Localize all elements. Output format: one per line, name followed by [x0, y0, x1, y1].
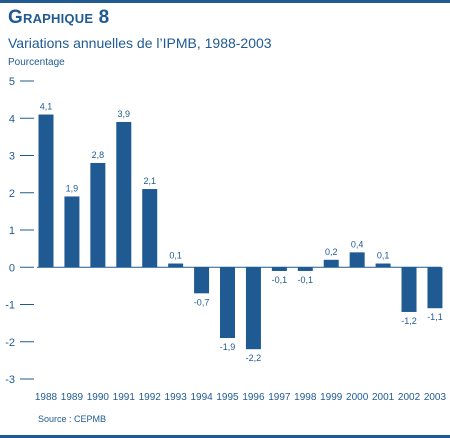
data-label: -1,9	[220, 342, 236, 352]
data-label: 0,1	[169, 251, 182, 261]
x-tick-label: 1997	[268, 392, 291, 403]
x-tick-label: 1988	[35, 392, 58, 403]
source-note: Source : CEPMB	[38, 414, 107, 424]
bar-2002	[401, 267, 417, 312]
y-tick-label: -3	[5, 374, 15, 386]
bar-1993	[168, 263, 184, 268]
data-label: -1,1	[427, 312, 443, 322]
bar-1988	[38, 114, 54, 268]
y-tick-label: 4	[9, 113, 15, 125]
bar-1994	[194, 267, 210, 294]
x-tick-label: 2003	[424, 392, 447, 403]
bar-2001	[375, 263, 391, 268]
top-rule	[0, 0, 450, 3]
bar-1989	[64, 196, 80, 268]
bar-1999	[323, 259, 339, 268]
data-label: -2,2	[246, 353, 262, 363]
bar-1998	[297, 267, 313, 271]
data-label: 4,1	[40, 102, 53, 112]
bottom-rule	[0, 435, 450, 438]
data-label: 2,8	[92, 150, 105, 160]
y-tick-label: 5	[9, 76, 15, 88]
y-tick-label: -2	[5, 337, 15, 349]
x-tick-label: 1990	[87, 392, 110, 403]
data-label: 3,9	[118, 109, 131, 119]
data-label: 2,1	[143, 176, 156, 186]
x-tick-label: 1993	[165, 392, 188, 403]
chart-title: Graphique 8	[8, 7, 110, 28]
data-label: 0,4	[351, 239, 364, 249]
x-tick-label: 1998	[294, 392, 317, 403]
y-tick-label: 2	[9, 188, 15, 200]
x-tick-label: 1989	[61, 392, 84, 403]
data-label: 1,9	[66, 183, 79, 193]
x-tick-label: 1996	[242, 392, 265, 403]
y-axis-label: Pourcentage	[8, 57, 65, 68]
chart-subtitle: Variations annuelles de l’IPMB, 1988-200…	[8, 35, 272, 51]
bar-1997	[271, 267, 287, 271]
bar-2003	[427, 267, 443, 309]
bar-1995	[220, 267, 236, 339]
data-label: 0,2	[325, 247, 338, 257]
data-label: -0,1	[298, 275, 314, 285]
x-tick-label: 2001	[372, 392, 395, 403]
x-tick-label: 1991	[113, 392, 136, 403]
y-tick-label: -1	[5, 300, 15, 312]
x-tick-label: 2000	[346, 392, 369, 403]
bar-1996	[245, 267, 261, 350]
x-tick-label: 2002	[398, 392, 421, 403]
y-tick-label: 0	[9, 262, 15, 274]
y-tick-label: 3	[9, 151, 15, 163]
data-label: -0,7	[194, 297, 210, 307]
x-tick-label: 1999	[320, 392, 343, 403]
x-tick-label: 1992	[139, 392, 162, 403]
x-tick-label: 1994	[190, 392, 213, 403]
data-label: 0,1	[377, 251, 390, 261]
bar-2000	[349, 252, 365, 268]
y-tick-label: 1	[9, 225, 15, 237]
data-label: -0,1	[272, 275, 288, 285]
x-tick-label: 1995	[216, 392, 239, 403]
bar-1992	[142, 189, 158, 268]
bar-1990	[90, 162, 106, 268]
data-label: -1,2	[401, 316, 417, 326]
bar-1991	[116, 121, 132, 268]
